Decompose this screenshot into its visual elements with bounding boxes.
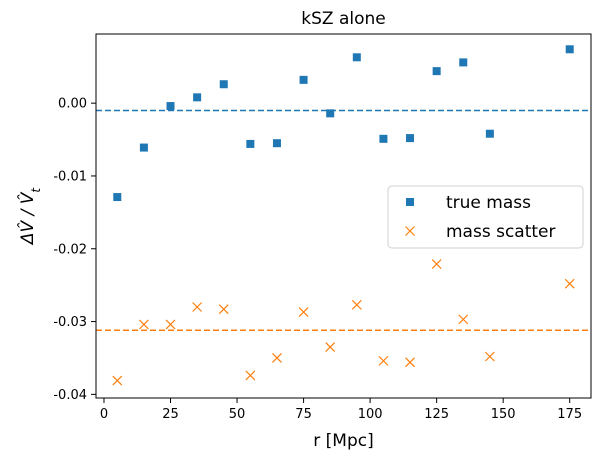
x-tick-label: 175 — [557, 407, 582, 422]
legend-box — [387, 185, 584, 249]
data-point-mass-scatter — [325, 342, 336, 352]
y-tick-label: -0.01 — [53, 169, 87, 184]
x-tick-label: 75 — [295, 407, 312, 422]
data-point-true-mass — [352, 53, 361, 62]
data-point-mass-scatter — [218, 304, 229, 315]
x-tick-label: 100 — [358, 407, 383, 422]
data-point-mass-scatter — [138, 319, 149, 330]
data-point-mass-scatter — [112, 375, 123, 386]
data-point-mass-scatter — [458, 314, 469, 325]
data-point-true-mass — [246, 139, 255, 148]
data-point-mass-scatter — [378, 355, 389, 366]
data-point-mass-scatter — [564, 278, 575, 289]
data-point-true-mass — [193, 93, 202, 102]
data-point-mass-scatter — [165, 319, 176, 330]
data-point-true-mass — [379, 134, 388, 143]
data-point-true-mass — [459, 58, 468, 67]
data-point-true-mass — [272, 139, 281, 148]
data-point-true-mass — [485, 129, 494, 138]
y-tick-label: -0.04 — [53, 388, 87, 403]
y-tick-label: -0.02 — [53, 242, 87, 257]
series-true-mass — [113, 45, 574, 202]
series-mass-scatter — [112, 259, 575, 386]
x-tick-label: 125 — [424, 407, 449, 422]
data-points — [112, 45, 575, 386]
x-tick-label: 25 — [162, 407, 179, 422]
legend-marker-true-mass — [406, 198, 414, 206]
data-point-mass-scatter — [405, 357, 415, 368]
data-point-true-mass — [139, 143, 148, 152]
x-tick-label: 150 — [491, 407, 516, 422]
data-point-mass-scatter — [431, 259, 442, 269]
data-point-true-mass — [166, 102, 175, 111]
y-tick-label: -0.03 — [53, 315, 87, 330]
data-point-mass-scatter — [192, 302, 203, 312]
data-point-true-mass — [432, 67, 441, 76]
plot-frame — [95, 33, 592, 399]
legend-label-true-mass: true mass — [446, 193, 531, 213]
y-axis-label: ΔV̂ / V̂t — [17, 187, 43, 246]
legend-items: true mass mass scatter — [405, 193, 556, 242]
data-point-mass-scatter — [298, 307, 309, 318]
data-point-mass-scatter — [272, 353, 282, 363]
data-point-true-mass — [406, 134, 415, 143]
plot-area — [96, 45, 591, 386]
mean-lines — [96, 109, 591, 332]
data-point-true-mass — [113, 193, 122, 202]
legend-label-mass-scatter: mass scatter — [446, 222, 556, 242]
x-tick-label: 50 — [229, 407, 246, 422]
x-axis: 0 25 50 75 100 125 150 175 — [100, 398, 582, 422]
legend-marker-mass-scatter — [405, 226, 415, 236]
data-point-mass-scatter — [245, 370, 256, 381]
data-point-true-mass — [326, 109, 335, 118]
data-point-mass-scatter — [484, 351, 495, 362]
data-point-true-mass — [299, 75, 308, 84]
y-tick-label: 0.00 — [58, 97, 87, 112]
data-point-true-mass — [219, 80, 228, 89]
y-axis: -0.04 -0.03 -0.02 -0.01 0.00 — [53, 97, 96, 403]
data-point-true-mass — [565, 45, 574, 54]
legend: true mass mass scatter — [387, 185, 584, 249]
chart-title: kSZ alone — [301, 9, 385, 29]
x-tick-label: 0 — [100, 407, 108, 422]
data-point-mass-scatter — [351, 299, 362, 310]
x-axis-label: r [Mpc] — [313, 431, 373, 451]
